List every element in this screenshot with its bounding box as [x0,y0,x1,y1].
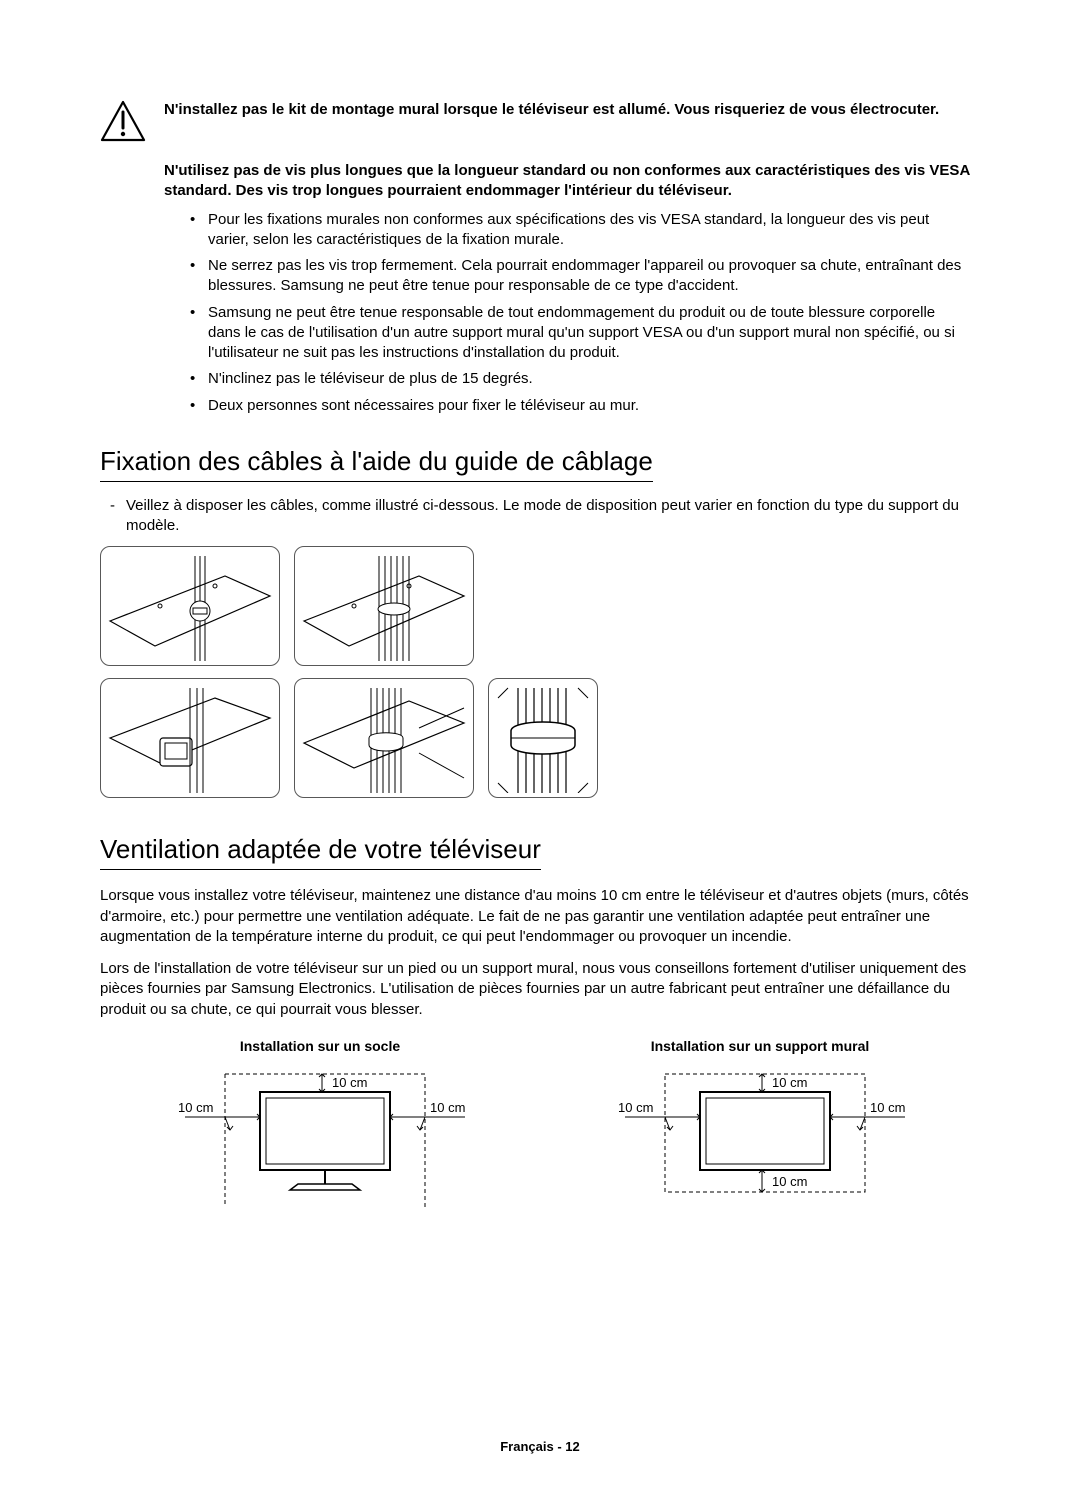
cable-figure-5 [488,678,598,798]
cable-figure-4 [294,678,474,798]
ventilation-pedestal: Installation sur un socle 10 cm [130,1038,510,1217]
footer-page: 12 [565,1439,579,1454]
section-cable-heading: Fixation des câbles à l'aide du guide de… [100,446,653,482]
ventilation-para1: Lorsque vous installez votre téléviseur,… [100,886,980,947]
cable-figure-3 [100,678,280,798]
dist-label: 10 cm [430,1100,465,1115]
section-ventilation-heading: Ventilation adaptée de votre téléviseur [100,834,541,870]
bullet-item: Ne serrez pas les vis trop fermement. Ce… [190,256,970,297]
warning-text-1: N'installez pas le kit de montage mural … [164,100,980,147]
ventilation-para2: Lors de l'installation de votre télévise… [100,959,980,1020]
section-cable-note: Veillez à disposer les câbles, comme ill… [110,496,980,537]
ventilation-pedestal-title: Installation sur un socle [130,1038,510,1054]
warning-bullets: Pour les fixations murales non conformes… [190,210,970,416]
warning-para1: N'installez pas le kit de montage mural … [164,101,939,118]
ventilation-figures: Installation sur un socle 10 cm [100,1038,980,1217]
footer-sep: - [554,1439,566,1454]
cable-figure-1 [100,546,280,666]
warning-icon [100,100,146,147]
cable-figures [100,546,980,798]
dist-label: 10 cm [772,1075,807,1090]
dist-label: 10 cm [870,1100,905,1115]
ventilation-wallmount-title: Installation sur un support mural [570,1038,950,1054]
bullet-item: Pour les fixations murales non conformes… [190,210,970,251]
dist-label: 10 cm [618,1100,653,1115]
dist-label: 10 cm [772,1174,807,1189]
dist-label: 10 cm [332,1075,367,1090]
ventilation-wallmount: Installation sur un support mural 10 cm … [570,1038,950,1217]
manual-page: N'installez pas le kit de montage mural … [0,0,1080,1494]
page-footer: Français - 12 [0,1439,1080,1454]
warning-para2: N'utilisez pas de vis plus longues que l… [164,161,980,202]
warning-block: N'installez pas le kit de montage mural … [100,100,980,147]
bullet-item: Deux personnes sont nécessaires pour fix… [190,396,970,416]
bullet-item: N'inclinez pas le téléviseur de plus de … [190,369,970,389]
dist-label: 10 cm [178,1100,213,1115]
cable-figure-2 [294,546,474,666]
footer-lang: Français [500,1439,553,1454]
bullet-item: Samsung ne peut être tenue responsable d… [190,303,970,364]
